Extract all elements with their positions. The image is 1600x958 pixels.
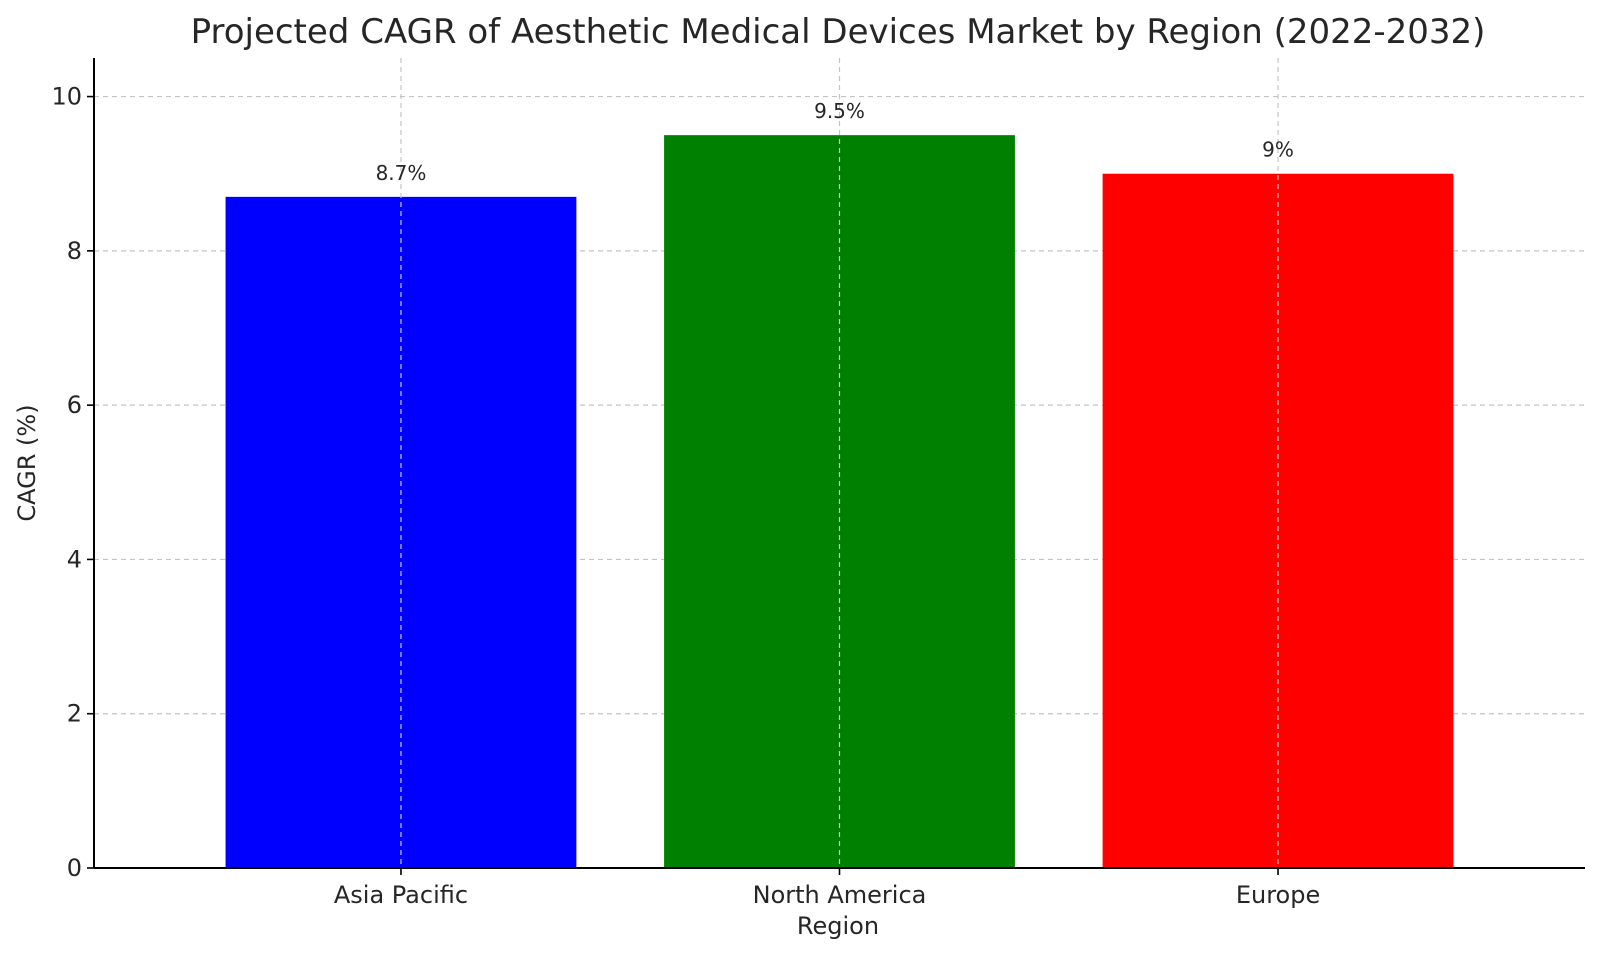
vertical-grid-layer bbox=[400, 58, 1279, 868]
y-tick-label: 2 bbox=[67, 700, 82, 728]
data-label: 8.7% bbox=[376, 161, 427, 185]
x-tick-label: North America bbox=[753, 881, 927, 909]
y-axis-label: CAGR (%) bbox=[13, 404, 41, 521]
x-tick-label: Europe bbox=[1236, 881, 1320, 909]
y-tick-label: 6 bbox=[67, 391, 82, 419]
axes-layer bbox=[87, 58, 1585, 875]
y-tick-label: 4 bbox=[67, 545, 82, 573]
data-label: 9.5% bbox=[814, 99, 865, 123]
bar bbox=[225, 196, 577, 868]
labels-layer: 0 2 4 6 8 10 Asia Pacific 8.7% North America 9.5%… bbox=[51, 83, 1320, 909]
chart-title: Projected CAGR of Aesthetic Medical Devi… bbox=[191, 12, 1486, 52]
y-tick-label: 0 bbox=[67, 854, 82, 882]
data-label: 9% bbox=[1262, 138, 1294, 162]
y-tick-label: 8 bbox=[67, 237, 82, 265]
y-tick-label: 10 bbox=[51, 83, 82, 111]
x-axis-label: Region bbox=[797, 912, 879, 940]
x-tick-label: Asia Pacific bbox=[334, 881, 468, 909]
